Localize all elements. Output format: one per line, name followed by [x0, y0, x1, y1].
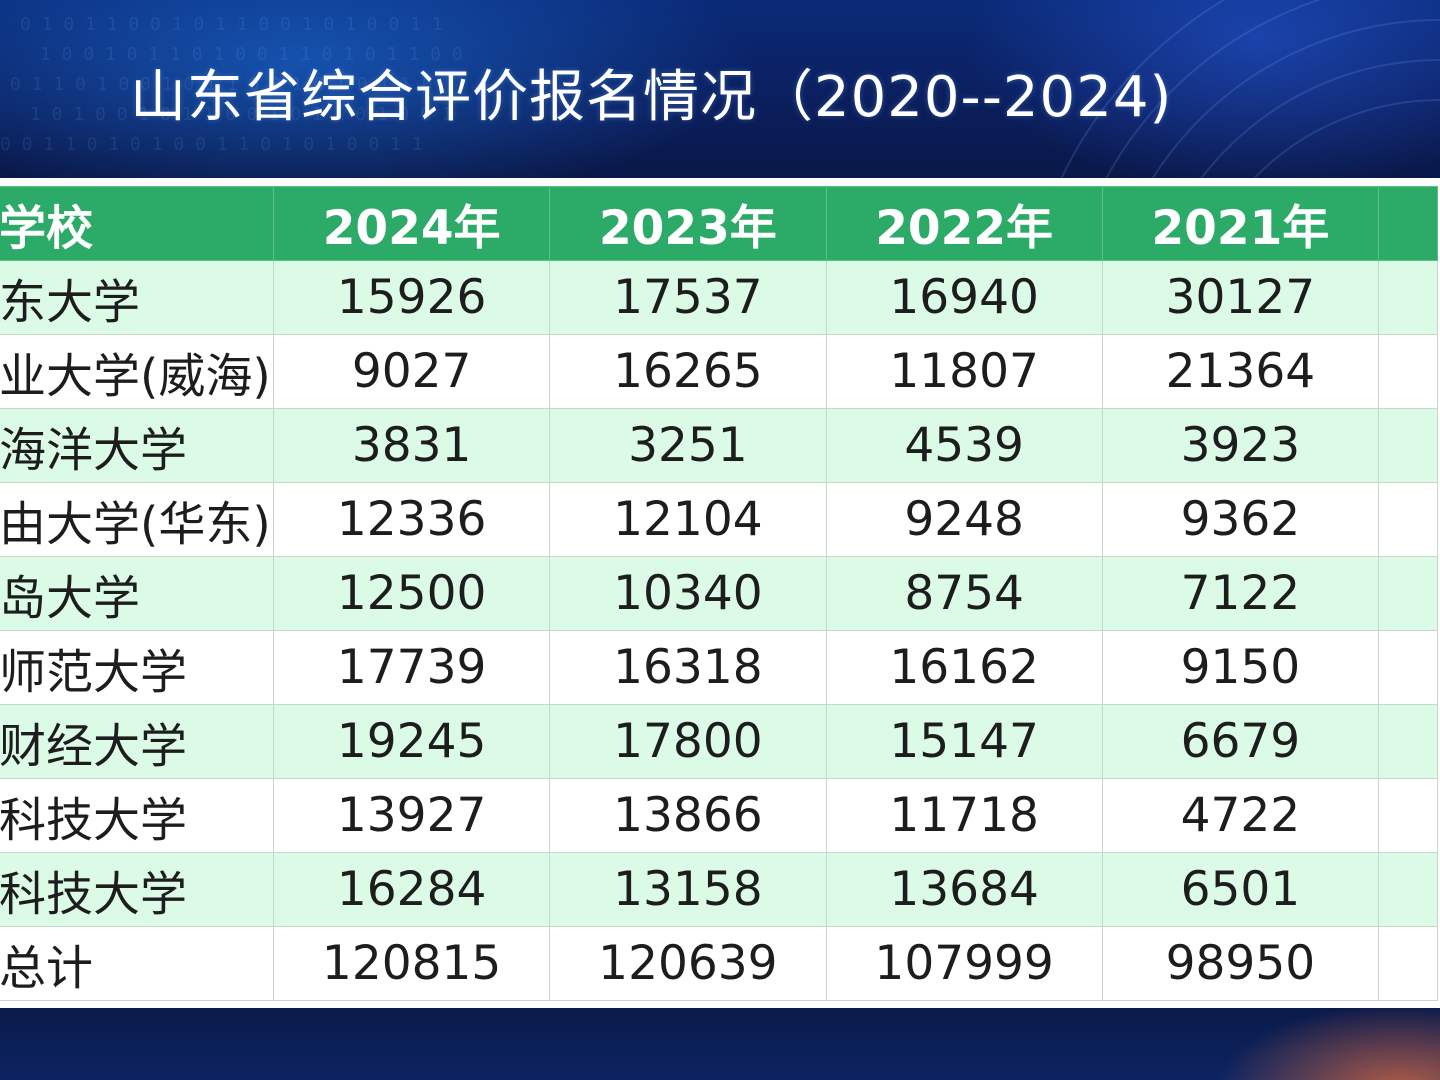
- cell-school[interactable]: 由大学(华东): [0, 482, 275, 557]
- cell-2022[interactable]: 9248: [825, 482, 1103, 557]
- cell-2024[interactable]: 12500: [273, 556, 551, 631]
- cell-total-2024[interactable]: 120815: [273, 926, 551, 1001]
- cell-total-2020[interactable]: [1377, 926, 1439, 1001]
- cell-2024[interactable]: 12336: [273, 482, 551, 557]
- cell-2022[interactable]: 16162: [825, 630, 1103, 705]
- cell-total-2023[interactable]: 120639: [549, 926, 827, 1001]
- cell-2024[interactable]: 15926: [273, 260, 551, 335]
- cell-2024[interactable]: 16284: [273, 852, 551, 927]
- cell-2024[interactable]: 13927: [273, 778, 551, 853]
- cell-total-2022[interactable]: 107999: [825, 926, 1103, 1001]
- cell-2023[interactable]: 17537: [549, 260, 827, 335]
- cell-2022[interactable]: 8754: [825, 556, 1103, 631]
- cell-2024[interactable]: 19245: [273, 704, 551, 779]
- svg-text:0 1 1 0 1 0 0 1 0 1 1 0 0 1 0: 0 1 1 0 1 0 0 1 0 1 1 0 0 1 0 1 0 1 1 0: [10, 74, 433, 95]
- svg-text:1 0 1 0 0 1 0 1 1 0 0 1 0 1 1: 1 0 1 0 0 1 0 1 1 0 0 1 0 1 1 0 1 0 0 1: [30, 104, 453, 125]
- spreadsheet-area: 学校 2024年 2023年 2022年 2021年 东大学 15926 175…: [0, 178, 1440, 1008]
- cell-2020[interactable]: [1377, 704, 1439, 779]
- cell-2020[interactable]: [1377, 260, 1439, 335]
- svg-text:1 0 0 1 0 1 1 0 1 0 0 1 1 0 1: 1 0 0 1 0 1 1 0 1 0 0 1 1 0 1 0 1 1 0 0: [40, 44, 463, 65]
- table-row: 业大学(威海) 9027 16265 11807 21364: [0, 334, 1439, 409]
- table-row: 财经大学 19245 17800 15147 6679: [0, 704, 1439, 779]
- cell-2023[interactable]: 16265: [549, 334, 827, 409]
- cell-2024[interactable]: 3831: [273, 408, 551, 483]
- cell-2022[interactable]: 11718: [825, 778, 1103, 853]
- cell-school[interactable]: 师范大学: [0, 630, 275, 705]
- header-2021[interactable]: 2021年: [1101, 186, 1379, 261]
- cell-2024[interactable]: 9027: [273, 334, 551, 409]
- table-row: 师范大学 17739 16318 16162 9150: [0, 630, 1439, 705]
- cell-school[interactable]: 财经大学: [0, 704, 275, 779]
- table-total-row: 总计 120815 120639 107999 98950: [0, 926, 1439, 1001]
- cell-2021[interactable]: 3923: [1101, 408, 1379, 483]
- cell-2021[interactable]: 6501: [1101, 852, 1379, 927]
- cell-2020[interactable]: [1377, 334, 1439, 409]
- table-row: 东大学 15926 17537 16940 30127: [0, 260, 1439, 335]
- slide-title: 山东省综合评价报名情况（2020--2024): [130, 65, 1173, 130]
- cell-2024[interactable]: 17739: [273, 630, 551, 705]
- cell-2022[interactable]: 15147: [825, 704, 1103, 779]
- slide-footer-background: [0, 1008, 1440, 1080]
- cell-total-label[interactable]: 总计: [0, 926, 275, 1001]
- header-2024[interactable]: 2024年: [273, 186, 551, 261]
- cell-2021[interactable]: 7122: [1101, 556, 1379, 631]
- cell-2023[interactable]: 13158: [549, 852, 827, 927]
- cell-2022[interactable]: 4539: [825, 408, 1103, 483]
- cell-school[interactable]: 岛大学: [0, 556, 275, 631]
- cell-2023[interactable]: 17800: [549, 704, 827, 779]
- table-row: 由大学(华东) 12336 12104 9248 9362: [0, 482, 1439, 557]
- svg-text:0 0 1 1 0 1 0 1 0 0 1 1 0 1 0: 0 0 1 1 0 1 0 1 0 0 1 1 0 1 0 1 0 0 1 1: [0, 134, 423, 155]
- cell-2021[interactable]: 9362: [1101, 482, 1379, 557]
- cell-school[interactable]: 海洋大学: [0, 408, 275, 483]
- cell-2021[interactable]: 9150: [1101, 630, 1379, 705]
- cell-2021[interactable]: 30127: [1101, 260, 1379, 335]
- cell-2022[interactable]: 11807: [825, 334, 1103, 409]
- table-row: 科技大学 13927 13866 11718 4722: [0, 778, 1439, 853]
- cell-2020[interactable]: [1377, 408, 1439, 483]
- decorative-arcs: 0 1 0 1 1 0 0 1 0 1 1 0 0 1 0 1 0 0 1 1 …: [0, 0, 1440, 180]
- header-2022[interactable]: 2022年: [825, 186, 1103, 261]
- cell-2023[interactable]: 10340: [549, 556, 827, 631]
- cell-school[interactable]: 业大学(威海): [0, 334, 275, 409]
- cell-2021[interactable]: 4722: [1101, 778, 1379, 853]
- header-2020-cut[interactable]: [1377, 186, 1439, 261]
- cell-school[interactable]: 科技大学: [0, 778, 275, 853]
- cell-2023[interactable]: 13866: [549, 778, 827, 853]
- slide-header-background: [0, 0, 1440, 180]
- cell-total-2021[interactable]: 98950: [1101, 926, 1379, 1001]
- cell-2021[interactable]: 6679: [1101, 704, 1379, 779]
- cell-2021[interactable]: 21364: [1101, 334, 1379, 409]
- cell-2020[interactable]: [1377, 630, 1439, 705]
- cell-2023[interactable]: 12104: [549, 482, 827, 557]
- cell-2022[interactable]: 16940: [825, 260, 1103, 335]
- table-header-row: 学校 2024年 2023年 2022年 2021年: [0, 186, 1439, 261]
- header-school[interactable]: 学校: [0, 186, 275, 261]
- cell-2023[interactable]: 16318: [549, 630, 827, 705]
- cell-2022[interactable]: 13684: [825, 852, 1103, 927]
- cell-school[interactable]: 科技大学: [0, 852, 275, 927]
- cell-2023[interactable]: 3251: [549, 408, 827, 483]
- header-school-label: 学校: [0, 201, 93, 256]
- table-row: 岛大学 12500 10340 8754 7122: [0, 556, 1439, 631]
- cell-school[interactable]: 东大学: [0, 260, 275, 335]
- svg-text:0 1 0 1 1 0 0 1 0 1 1 0 0 1 0: 0 1 0 1 1 0 0 1 0 1 1 0 0 1 0 1 0 0 1 1: [20, 14, 443, 35]
- cell-2020[interactable]: [1377, 482, 1439, 557]
- table-row: 海洋大学 3831 3251 4539 3923: [0, 408, 1439, 483]
- header-2023[interactable]: 2023年: [549, 186, 827, 261]
- cell-2020[interactable]: [1377, 852, 1439, 927]
- cell-2020[interactable]: [1377, 778, 1439, 853]
- registration-table: 学校 2024年 2023年 2022年 2021年 东大学 15926 175…: [0, 186, 1439, 1001]
- cell-2020[interactable]: [1377, 556, 1439, 631]
- table-row: 科技大学 16284 13158 13684 6501: [0, 852, 1439, 927]
